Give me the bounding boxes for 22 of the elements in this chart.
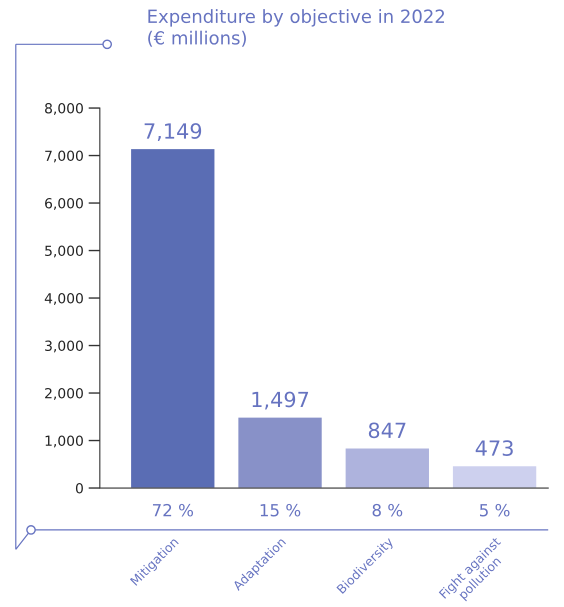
data-label: 847 [368,422,406,438]
text: 5 % [480,504,510,516]
y-tick-label: 2,000 [45,388,83,400]
y-tick-label: 0 [76,482,83,494]
text: 72 % [152,504,194,516]
y-tick-label: 4,000 [44,293,83,305]
y-tick-label: 6,000 [45,198,83,210]
bar [236,416,324,488]
y-tick-label: 1,000 [46,436,83,448]
y-tick-label: 3,000 [45,340,83,352]
y-tick-label: 7,000 [45,150,83,162]
chart-title: Expenditure by objective in 2022 (€ millions) [148,9,444,47]
text: 15 % [260,504,300,516]
data-label: 473 [476,440,513,456]
data-label: 7,149 [144,123,202,141]
text: 8 % [372,504,402,516]
bar [344,447,430,488]
y-tick-label: 8,000 [45,103,83,115]
data-label: 1,497 [252,392,308,410]
y-tick-label: 5,000 [45,246,83,258]
bar [130,148,216,488]
bar [452,464,538,488]
